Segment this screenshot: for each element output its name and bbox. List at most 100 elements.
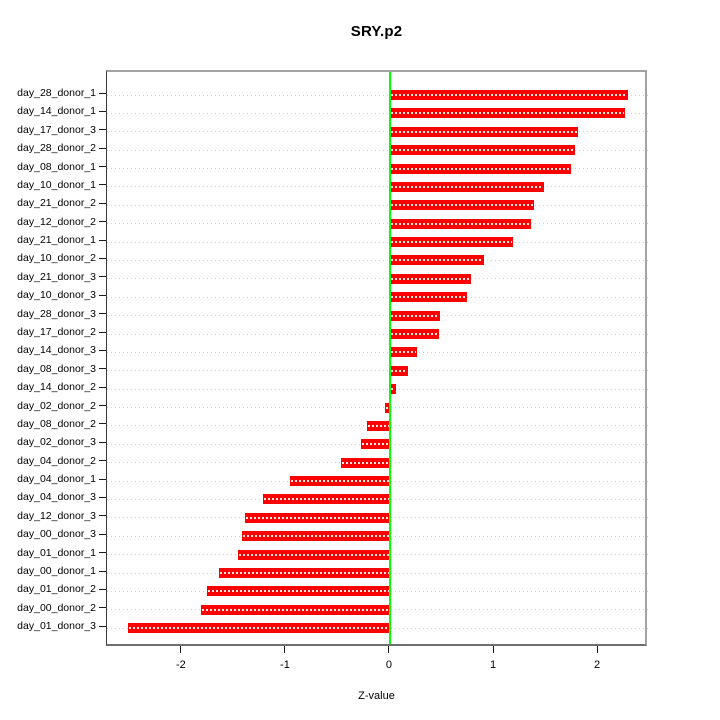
y-axis-label: day_28_donor_2 (17, 142, 96, 155)
grid-line (107, 388, 648, 390)
bar-dot-pattern (390, 94, 628, 96)
y-axis-tick (99, 166, 106, 168)
x-axis-tick-label: 2 (593, 659, 601, 671)
y-axis-tick (99, 110, 106, 112)
bar-dot-pattern (264, 498, 389, 501)
grid-line (107, 149, 648, 151)
bar (389, 145, 576, 156)
x-axis-tick (492, 646, 494, 653)
bar (206, 586, 390, 597)
grid-line (107, 168, 648, 170)
y-axis-label: day_17_donor_3 (17, 123, 96, 136)
y-axis-tick (99, 496, 106, 498)
bar (367, 420, 390, 431)
y-axis-label: day_01_donor_3 (17, 620, 96, 633)
bar-dot-pattern (342, 461, 389, 464)
grid-line (107, 241, 648, 243)
y-axis-tick (99, 441, 106, 443)
x-axis-tick (180, 646, 182, 653)
y-axis-label: day_28_donor_1 (17, 87, 96, 99)
bar (290, 476, 390, 487)
x-axis-tick-label: -2 (176, 659, 186, 671)
y-axis-tick (99, 478, 106, 480)
grid-line (107, 94, 648, 96)
y-axis-label: day_04_donor_3 (17, 491, 96, 504)
bar (389, 90, 629, 100)
grid-line (107, 407, 648, 409)
y-axis-label: day_08_donor_3 (17, 362, 96, 375)
zero-reference-line (388, 72, 391, 644)
bar (242, 531, 390, 542)
grid-line (107, 370, 648, 372)
bar-dot-pattern (246, 516, 389, 519)
y-axis-label: day_12_donor_3 (17, 509, 96, 522)
y-axis-label: day_02_donor_2 (17, 399, 96, 412)
x-axis-tick (596, 646, 598, 653)
bar-dot-pattern (390, 369, 407, 372)
grid-line (107, 278, 648, 280)
bar-dot-pattern (390, 314, 439, 317)
y-axis-tick (99, 386, 106, 388)
y-axis-tick (99, 405, 106, 407)
x-axis-tick-label: 0 (385, 659, 393, 671)
bar-dot-pattern (220, 572, 389, 574)
y-axis-tick (99, 423, 106, 425)
x-axis-tick-label: 1 (489, 659, 497, 671)
bar (127, 623, 390, 634)
y-axis-tick (99, 276, 106, 278)
bar-dot-pattern (385, 406, 389, 409)
bar (389, 292, 467, 303)
y-axis-tick (99, 552, 106, 554)
y-axis-label: day_10_donor_1 (17, 178, 96, 191)
x-axis-title: Z-value (358, 690, 395, 702)
y-axis-tick (99, 221, 106, 223)
y-axis-tick (99, 607, 106, 609)
x-axis-tick (388, 646, 390, 653)
bar-dot-pattern (390, 351, 417, 354)
bar (389, 218, 532, 229)
bar-dot-pattern (128, 627, 389, 630)
y-axis-tick (99, 294, 106, 296)
bar (389, 347, 418, 358)
grid-line (107, 259, 648, 261)
y-axis-label: day_08_donor_1 (17, 160, 96, 173)
y-axis-tick (99, 460, 106, 462)
y-axis-label: day_00_donor_3 (17, 528, 96, 541)
bar (263, 494, 390, 505)
bar (389, 255, 484, 266)
grid-line (107, 223, 648, 225)
y-axis-tick (99, 625, 106, 627)
bar (200, 604, 390, 615)
y-axis-tick (99, 349, 106, 351)
bar (389, 273, 472, 284)
y-axis-label: day_28_donor_3 (17, 307, 96, 320)
y-axis-tick (99, 533, 106, 535)
bar-dot-pattern (207, 590, 389, 593)
y-axis-label: day_08_donor_2 (17, 417, 96, 430)
y-axis-tick (99, 184, 106, 186)
y-axis-tick (99, 239, 106, 241)
y-axis-label: day_10_donor_2 (17, 252, 96, 265)
bar (389, 329, 439, 339)
bar-dot-pattern (390, 333, 438, 335)
y-axis-label: day_14_donor_2 (17, 381, 96, 394)
bar-dot-pattern (390, 185, 543, 188)
grid-line (107, 204, 648, 206)
bar (389, 200, 534, 211)
y-axis-label: day_00_donor_1 (17, 565, 96, 577)
grid-line (107, 186, 648, 188)
y-axis-tick (99, 570, 106, 572)
y-axis-tick (99, 129, 106, 131)
bar-dot-pattern (390, 388, 396, 391)
y-axis-label: day_21_donor_2 (17, 197, 96, 210)
y-axis-label: day_01_donor_1 (17, 546, 96, 559)
bar-dot-pattern (361, 443, 389, 446)
y-axis-label: day_10_donor_3 (17, 289, 96, 302)
bar (341, 457, 390, 468)
bar-dot-pattern (243, 535, 389, 538)
y-axis-tick (99, 202, 106, 204)
y-axis-label: day_00_donor_2 (17, 601, 96, 614)
bar-dot-pattern (239, 553, 389, 556)
x-axis-tick (284, 646, 286, 653)
